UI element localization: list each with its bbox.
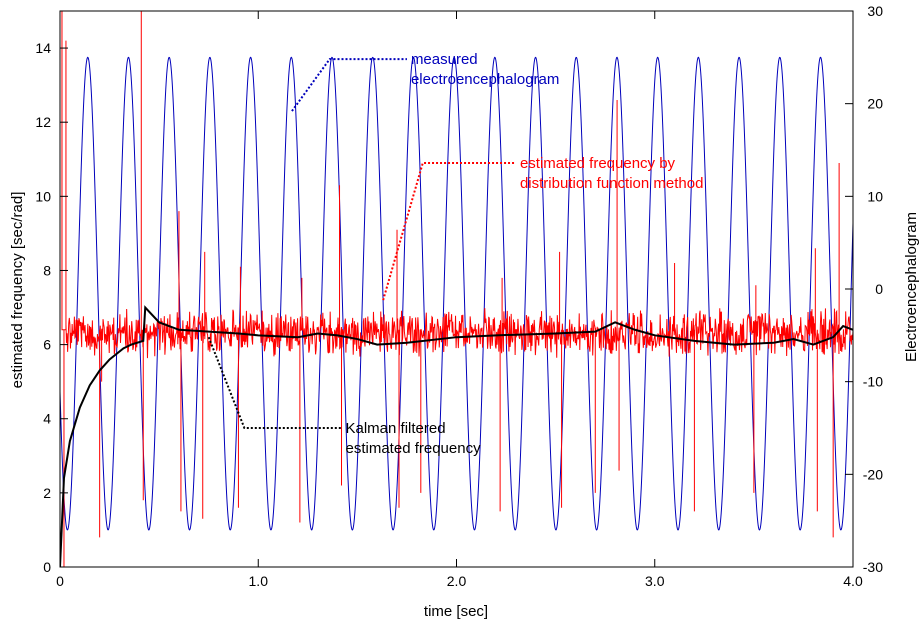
- tick-labels: 0 1.0 2.0 3.0 4.0 0 2 4 6 8 10 12 14 -30 -20 -10 0 10 20 30: [35, 3, 883, 589]
- annotation-leader-2: [382, 161, 516, 301]
- y2-tick-label: 0: [875, 281, 883, 297]
- y-axis-title: estimated frequency [sec/rad]: [9, 192, 26, 389]
- y2-tick-label: 30: [867, 3, 883, 19]
- plot-area: [60, 11, 853, 567]
- y-tick-label: 12: [35, 114, 51, 130]
- y-tick-label: 0: [43, 559, 51, 575]
- annotations: measured electroencephalogram estimated fr…: [207, 51, 703, 457]
- y2-tick-label: 10: [867, 188, 883, 204]
- annotation-text-1: measured: [411, 51, 478, 68]
- y-tick-label: 2: [43, 485, 51, 501]
- y-tick-label: 14: [35, 40, 51, 56]
- y2-tick-label: -30: [863, 559, 883, 575]
- x-tick-label: 3.0: [645, 573, 665, 589]
- y2-tick-label: -20: [863, 466, 883, 482]
- series-eeg-line: [60, 56, 853, 531]
- series-kalman-line: [60, 305, 853, 567]
- y2-axis-title: Electroencephalogram: [903, 212, 920, 362]
- series-estimated-frequency-line: [61, 11, 853, 567]
- plot-frame: [59, 10, 854, 568]
- annotation-leader-3: [207, 336, 342, 429]
- y-tick-label: 8: [43, 262, 51, 278]
- x-tick-label: 2.0: [447, 573, 467, 589]
- annotation-text-1: electroencephalogram: [411, 71, 559, 88]
- x-tick-label: 4.0: [843, 573, 863, 589]
- annotation-text-2: estimated frequency by: [520, 155, 676, 172]
- y2-tick-label: 20: [867, 96, 883, 112]
- annotation-leader-1: [291, 58, 407, 112]
- x-axis-title: time [sec]: [424, 603, 488, 620]
- y-tick-label: 4: [43, 411, 51, 427]
- x-tick-label: 1.0: [249, 573, 269, 589]
- y2-tick-label: -10: [863, 374, 883, 390]
- annotation-text-3: Kalman filtered: [346, 420, 446, 437]
- x-tick-label: 0: [56, 573, 64, 589]
- y-tick-label: 10: [35, 188, 51, 204]
- y-tick-label: 6: [43, 337, 51, 353]
- annotation-text-2: distribution function method: [520, 175, 703, 192]
- annotation-text-3: estimated frequency: [346, 440, 482, 457]
